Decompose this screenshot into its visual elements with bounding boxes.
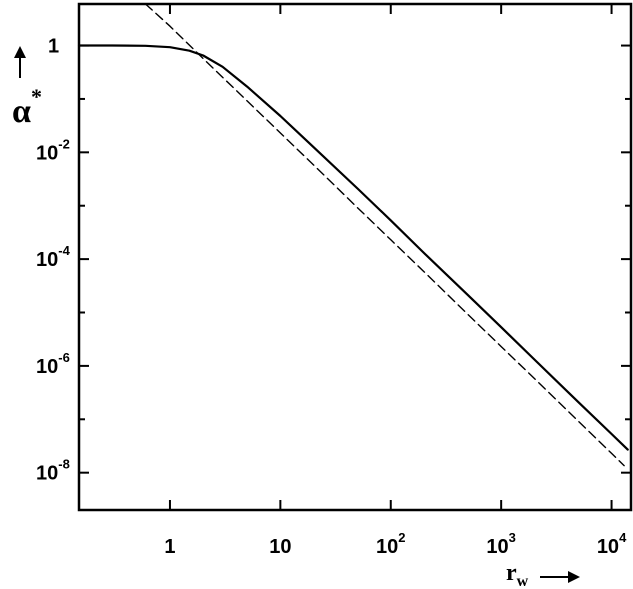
axis-ticks	[79, 4, 631, 510]
x-tick-label: 102	[376, 530, 405, 558]
x-tick-label: 104	[597, 530, 627, 558]
x-tick-label: 1	[164, 536, 175, 558]
x-axis-label: rw	[506, 560, 529, 589]
x-tick-label-base: 10	[269, 536, 291, 558]
y-tick-label-base: 1	[48, 36, 59, 58]
y-tick-label-base: 10	[36, 356, 58, 378]
y-tick-label: 10-2	[36, 136, 70, 164]
x-tick-label-base: 1	[164, 536, 175, 558]
y-tick-label-exponent: -8	[58, 457, 70, 472]
y-tick-label-base: 10	[36, 249, 58, 271]
plot-frame	[77, 2, 633, 512]
series-line-solid	[77, 44, 629, 451]
plot-area-border	[77, 2, 633, 512]
y-tick-label-exponent: -6	[58, 350, 70, 365]
series-line-dashed	[144, 3, 625, 467]
y-tick-label-exponent: -2	[58, 136, 70, 151]
x-tick-label: 10	[269, 536, 291, 558]
x-tick-label-base: 10	[376, 536, 398, 558]
y-tick-label: 10-6	[36, 350, 70, 378]
y-tick-label-base: 10	[36, 463, 58, 485]
y-tick-label-exponent: -4	[58, 243, 70, 258]
y-tick-label: 10-8	[36, 457, 70, 485]
y-tick-label: 1	[48, 36, 59, 58]
y-axis-label: α*	[12, 84, 42, 130]
x-axis-label-subscript: w	[517, 573, 529, 589]
x-tick-label-base: 10	[597, 536, 619, 558]
y-axis-label-superscript: *	[31, 84, 42, 109]
series-layer	[77, 3, 629, 467]
x-axis-arrow-icon	[540, 571, 580, 583]
x-tick-label: 103	[486, 530, 515, 558]
y-tick-label: 10-4	[36, 243, 71, 271]
x-tick-label-exponent: 3	[509, 530, 516, 545]
x-tick-label-base: 10	[486, 536, 508, 558]
y-tick-label-base: 10	[36, 142, 58, 164]
x-tick-label-exponent: 2	[398, 530, 405, 545]
x-tick-label-exponent: 4	[619, 530, 627, 545]
y-axis-label-base: α	[12, 93, 31, 130]
y-axis-arrow-icon	[14, 46, 26, 78]
x-axis-label-base: r	[506, 560, 517, 586]
